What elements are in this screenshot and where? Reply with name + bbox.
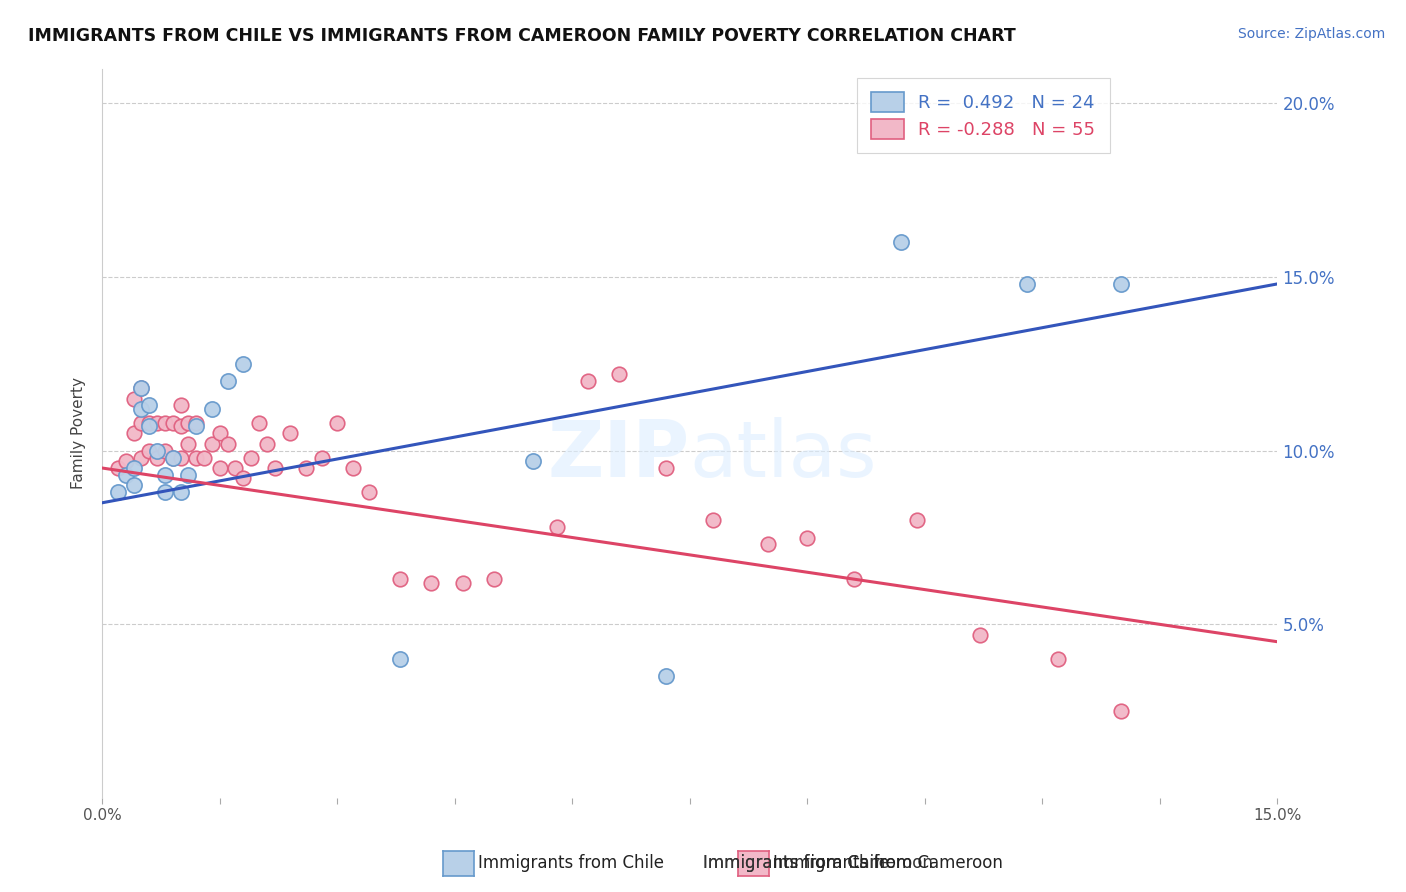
Point bbox=[131, 416, 153, 430]
Legend: R =  0.492   N = 24, R = -0.288   N = 55: R = 0.492 N = 24, R = -0.288 N = 55 bbox=[856, 78, 1109, 153]
Point bbox=[122, 461, 145, 475]
Point bbox=[146, 450, 169, 465]
Text: Immigrants from Cameroon: Immigrants from Cameroon bbox=[703, 855, 932, 872]
Point bbox=[232, 471, 254, 485]
Point bbox=[114, 454, 136, 468]
Point bbox=[177, 416, 200, 430]
Point bbox=[122, 478, 145, 492]
Point bbox=[756, 537, 779, 551]
Point bbox=[208, 426, 231, 441]
Point bbox=[655, 669, 678, 683]
Point bbox=[131, 401, 153, 416]
Point bbox=[162, 450, 184, 465]
Point bbox=[905, 513, 928, 527]
Point bbox=[388, 652, 411, 666]
Point bbox=[138, 399, 160, 413]
Point bbox=[326, 416, 349, 430]
Text: ZIP: ZIP bbox=[547, 417, 690, 493]
Point bbox=[522, 454, 544, 468]
Point bbox=[186, 416, 208, 430]
Point bbox=[969, 628, 991, 642]
Point bbox=[224, 461, 246, 475]
Point bbox=[107, 485, 129, 500]
Point bbox=[131, 381, 153, 395]
Point bbox=[482, 572, 505, 586]
Point bbox=[122, 426, 145, 441]
Point bbox=[1109, 277, 1132, 291]
Point bbox=[186, 450, 208, 465]
Point bbox=[153, 467, 176, 482]
Point bbox=[146, 416, 169, 430]
Point bbox=[153, 485, 176, 500]
Point bbox=[311, 450, 333, 465]
Point bbox=[177, 436, 200, 450]
Point bbox=[107, 461, 129, 475]
Point bbox=[217, 374, 239, 388]
Text: Immigrants from Chile: Immigrants from Chile bbox=[703, 855, 889, 872]
Point bbox=[177, 467, 200, 482]
Point bbox=[153, 416, 176, 430]
Point bbox=[208, 461, 231, 475]
Point bbox=[546, 520, 568, 534]
Point bbox=[342, 461, 364, 475]
Point bbox=[844, 572, 866, 586]
Point bbox=[193, 450, 215, 465]
Point bbox=[131, 450, 153, 465]
Point bbox=[201, 436, 224, 450]
Point bbox=[169, 399, 191, 413]
Point bbox=[146, 443, 169, 458]
Point bbox=[169, 485, 191, 500]
Point bbox=[201, 401, 224, 416]
Point bbox=[357, 485, 380, 500]
Text: Immigrants from Cameroon: Immigrants from Cameroon bbox=[773, 855, 1002, 872]
Point bbox=[162, 416, 184, 430]
Point bbox=[890, 235, 912, 250]
Point bbox=[138, 443, 160, 458]
Point bbox=[162, 450, 184, 465]
Point bbox=[131, 381, 153, 395]
Point bbox=[232, 357, 254, 371]
Point bbox=[138, 419, 160, 434]
Point bbox=[169, 450, 191, 465]
Point bbox=[796, 531, 818, 545]
Point bbox=[388, 572, 411, 586]
Point bbox=[607, 368, 630, 382]
Point bbox=[1047, 652, 1070, 666]
Text: IMMIGRANTS FROM CHILE VS IMMIGRANTS FROM CAMEROON FAMILY POVERTY CORRELATION CHA: IMMIGRANTS FROM CHILE VS IMMIGRANTS FROM… bbox=[28, 27, 1017, 45]
Point bbox=[247, 416, 270, 430]
Text: Immigrants from Chile: Immigrants from Chile bbox=[478, 855, 664, 872]
Point bbox=[278, 426, 301, 441]
Point bbox=[240, 450, 263, 465]
Point bbox=[1109, 704, 1132, 718]
Text: atlas: atlas bbox=[690, 417, 877, 493]
Point bbox=[186, 419, 208, 434]
Point bbox=[702, 513, 724, 527]
Point bbox=[256, 436, 278, 450]
Point bbox=[420, 575, 443, 590]
Point bbox=[263, 461, 285, 475]
Point bbox=[451, 575, 474, 590]
Point bbox=[114, 467, 136, 482]
Point bbox=[169, 419, 191, 434]
Point bbox=[295, 461, 318, 475]
Text: Source: ZipAtlas.com: Source: ZipAtlas.com bbox=[1237, 27, 1385, 41]
Y-axis label: Family Poverty: Family Poverty bbox=[72, 377, 86, 490]
Point bbox=[1015, 277, 1038, 291]
Point bbox=[122, 392, 145, 406]
Point bbox=[153, 443, 176, 458]
Point bbox=[138, 416, 160, 430]
Point bbox=[655, 461, 678, 475]
Point bbox=[576, 374, 599, 388]
Point bbox=[217, 436, 239, 450]
